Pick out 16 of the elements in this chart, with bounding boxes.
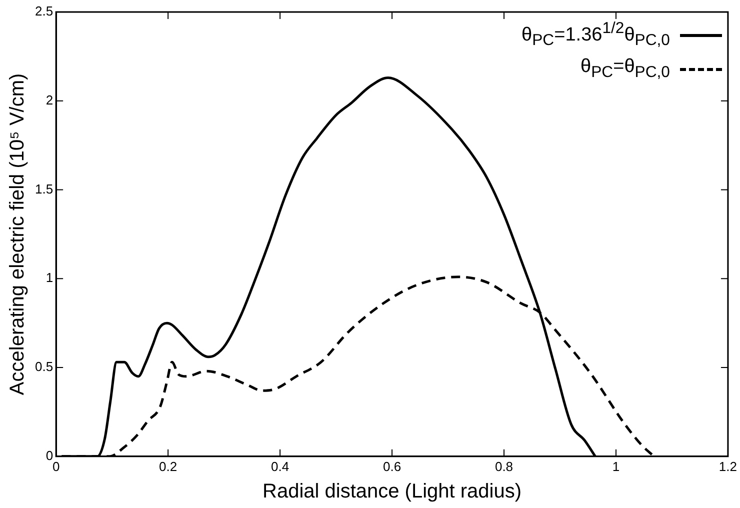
- x-tick-label: 1: [612, 458, 620, 474]
- y-tick-label: 2: [46, 92, 54, 108]
- legend-label: θ$_{PC}$=1.36$^{1/2}$θ$_{PC,0}$: [522, 20, 670, 50]
- y-tick-label: 0: [46, 448, 54, 463]
- x-tick-label: 0.8: [494, 458, 514, 474]
- x-tick-label: 0.4: [270, 458, 290, 474]
- y-tick-label: 0.5: [34, 359, 54, 374]
- y-tick-label: 1: [46, 270, 54, 286]
- y-tick-label: 1.5: [34, 181, 54, 196]
- x-tick-label: 0.6: [382, 458, 402, 474]
- x-tick-label: 1.2: [718, 458, 738, 474]
- x-axis-title: Radial distance (Light radius): [262, 480, 522, 503]
- x-tick-label: 0.2: [159, 458, 178, 474]
- y-tick-label: 2.5: [34, 4, 54, 19]
- legend-label: θ$_{PC}$=θ$_{PC,0}$: [580, 56, 670, 82]
- y-axis-title: Accelerating electric field (10⁵ V/cm): [6, 73, 29, 396]
